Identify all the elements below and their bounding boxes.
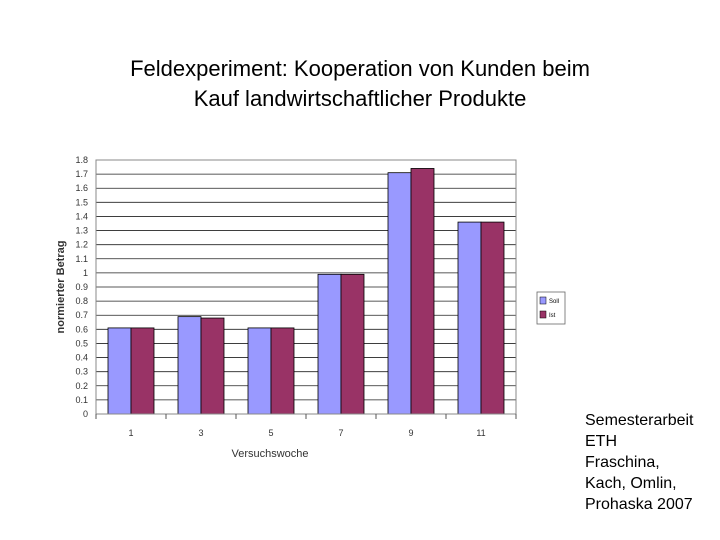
bar-soll-9 (387, 172, 412, 415)
y-tick-label: 0 (83, 409, 88, 419)
legend-label-ist: Ist (549, 313, 556, 319)
bar-ist-7 (340, 273, 365, 415)
bar-soll-5 (247, 327, 272, 415)
x-tick-label: 11 (476, 428, 485, 438)
grid-lines (96, 159, 516, 415)
y-tick-label: 1.6 (75, 183, 88, 193)
bar-soll-11 (457, 221, 482, 415)
y-tick-label: 0.3 (75, 367, 88, 377)
y-tick-label: 1.5 (75, 197, 88, 207)
credit-line-4: Kach, Omlin, (585, 475, 677, 492)
bar-ist-3 (200, 317, 225, 415)
y-tick-label: 1.1 (75, 254, 88, 264)
y-tick-label: 0.7 (75, 310, 88, 320)
y-tick-label: 0.5 (75, 338, 88, 348)
legend-swatch-ist (539, 310, 547, 319)
x-tick-label: 1 (128, 428, 133, 438)
y-tick-label: 1.8 (75, 155, 88, 165)
legend: Soll Ist (536, 291, 566, 325)
slide-title: Feldexperiment: Kooperation von Kunden b… (60, 54, 660, 114)
y-tick-label: 0.2 (75, 381, 88, 391)
credit-line-2: ETH (585, 433, 617, 450)
credit-line-5: Prohaska 2007 (585, 496, 693, 513)
bar-chart: 0 0.1 0.2 0.3 0.4 0.5 0.6 0.7 0.8 0.9 1 1.1 1.2 1.3 1.… (55, 155, 566, 460)
credit-line-3: Fraschina, (585, 454, 660, 471)
bar-ist-1 (130, 327, 155, 415)
y-tick-label: 0.6 (75, 324, 88, 334)
credit-block: Semesterarbeit ETH Fraschina, Kach, Omlin, P… (585, 410, 720, 515)
y-tick-label: 1.2 (75, 240, 88, 250)
y-tick-label: 0.8 (75, 296, 88, 306)
bar-ist-11 (480, 221, 505, 415)
y-axis-title: normierter Betrag (55, 241, 67, 334)
x-tick-label: 9 (408, 428, 413, 438)
axes: 0 0.1 0.2 0.3 0.4 0.5 0.6 0.7 0.8 0.9 1 1.1 1.2 1.3 1.… (75, 155, 517, 438)
title-line-1: Feldexperiment: Kooperation von Kunden b… (130, 56, 590, 81)
y-tick-label: 1.3 (75, 226, 88, 236)
legend-swatch-soll (539, 296, 547, 305)
title-line-2: Kauf landwirtschaftlicher Produkte (193, 86, 527, 111)
bar-soll-1 (107, 327, 132, 415)
bar-ist-5 (270, 327, 295, 415)
x-tick-label: 5 (268, 428, 273, 438)
y-tick-label: 1 (83, 268, 88, 278)
x-axis-title: Versuchswoche (231, 448, 308, 460)
legend-label-soll: Soll (549, 299, 559, 305)
bars (107, 168, 505, 415)
y-tick-label: 0.1 (75, 395, 88, 405)
credit-line-1: Semesterarbeit (585, 412, 694, 429)
y-tick-label: 0.4 (75, 353, 88, 363)
y-tick-label: 1.7 (75, 169, 88, 179)
x-tick-label: 3 (198, 428, 203, 438)
x-tick-label: 7 (338, 428, 343, 438)
y-tick-label: 0.9 (75, 282, 88, 292)
bar-soll-7 (317, 273, 342, 415)
legend-box (536, 291, 566, 325)
bar-soll-3 (177, 316, 202, 415)
bar-ist-9 (410, 168, 435, 415)
y-tick-label: 1.4 (75, 211, 88, 221)
